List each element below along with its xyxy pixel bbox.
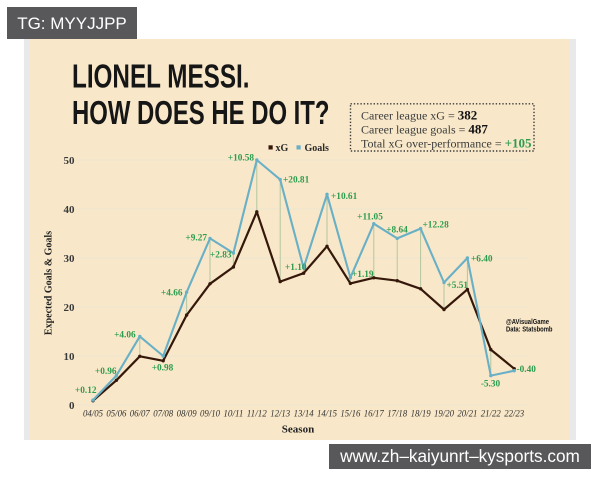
svg-text:08/09: 08/09: [177, 410, 197, 420]
svg-text:20: 20: [64, 302, 76, 314]
svg-text:Goals: Goals: [305, 143, 330, 154]
svg-text:Season: Season: [282, 424, 314, 436]
svg-text:+10.61: +10.61: [331, 192, 358, 202]
svg-text:+0.12: +0.12: [75, 386, 97, 396]
svg-text:06/07: 06/07: [130, 410, 151, 420]
svg-text:LIONEL MESSI.: LIONEL MESSI.: [72, 58, 250, 95]
svg-text:+1.19: +1.19: [352, 270, 374, 280]
svg-text:+6.40: +6.40: [471, 254, 493, 264]
svg-text:+9.27: +9.27: [185, 234, 207, 244]
svg-text:+4.06: +4.06: [114, 331, 136, 341]
svg-text:Total xG over-performance = +1: Total xG over-performance = +105: [361, 136, 532, 151]
svg-text:+8.64: +8.64: [386, 226, 408, 236]
svg-text:50: 50: [64, 155, 76, 167]
svg-text:Career league xG = 382: Career league xG = 382: [361, 108, 477, 123]
svg-text:-0.40: -0.40: [517, 365, 537, 375]
svg-text:30: 30: [64, 253, 76, 265]
svg-text:13/14: 13/14: [294, 410, 314, 420]
svg-text:16/17: 16/17: [364, 410, 385, 420]
svg-text:-5.30: -5.30: [481, 380, 501, 390]
svg-text:+4.66: +4.66: [161, 289, 183, 299]
svg-text:+2.83: +2.83: [210, 251, 232, 261]
svg-text:Career league goals = 487: Career league goals = 487: [361, 122, 488, 137]
svg-text:0: 0: [69, 400, 75, 412]
svg-text:15/16: 15/16: [340, 410, 360, 420]
svg-text:+12.28: +12.28: [423, 221, 450, 231]
svg-text:Data: Statsbomb: Data: Statsbomb: [506, 327, 553, 334]
svg-text:05/06: 05/06: [106, 410, 126, 420]
svg-text:+11.05: +11.05: [357, 213, 383, 223]
svg-text:10/11: 10/11: [223, 410, 243, 420]
svg-text:04/05: 04/05: [83, 410, 103, 420]
svg-text:22/23: 22/23: [504, 410, 524, 420]
svg-text:xG: xG: [276, 143, 289, 154]
svg-text:21/22: 21/22: [481, 410, 501, 420]
svg-text:+0.96: +0.96: [95, 367, 117, 377]
svg-text:17/18: 17/18: [387, 410, 407, 420]
svg-text:12/13: 12/13: [270, 410, 290, 420]
svg-text:09/10: 09/10: [200, 410, 220, 420]
svg-text:20/21: 20/21: [457, 410, 477, 420]
svg-text:+10.58: +10.58: [228, 154, 255, 164]
svg-text:40: 40: [64, 204, 76, 216]
svg-text:19/20: 19/20: [434, 410, 454, 420]
svg-text:14/15: 14/15: [317, 410, 337, 420]
svg-text:Expected Goals & Goals: Expected Goals & Goals: [44, 231, 55, 335]
svg-text:+20.81: +20.81: [283, 176, 310, 186]
svg-text:10: 10: [64, 351, 76, 363]
svg-text:07/08: 07/08: [153, 410, 173, 420]
svg-text:@AVisualGame: @AVisualGame: [506, 319, 549, 326]
svg-text:+0.98: +0.98: [152, 364, 174, 374]
svg-text:+1.10: +1.10: [285, 263, 307, 273]
svg-text:HOW DOES HE DO IT?: HOW DOES HE DO IT?: [72, 95, 330, 132]
svg-text:11/12: 11/12: [247, 410, 267, 420]
svg-text:18/19: 18/19: [411, 410, 431, 420]
svg-text:+5.51: +5.51: [447, 281, 469, 291]
